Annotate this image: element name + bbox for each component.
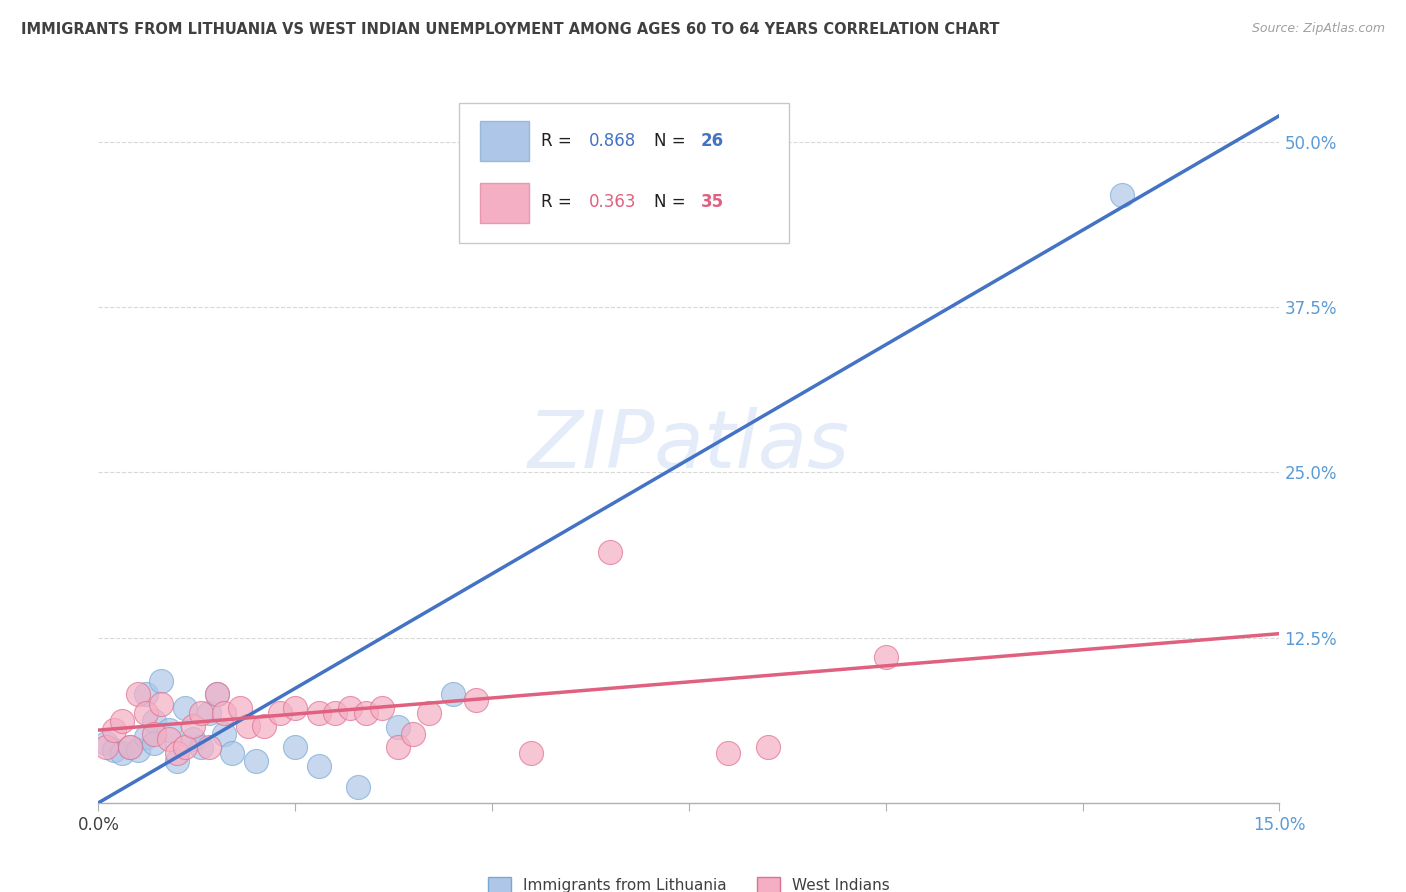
FancyBboxPatch shape (479, 183, 530, 223)
Point (174, 700, 197, 714)
Point (135, 706, 157, 720)
Point (150, 674, 173, 689)
FancyBboxPatch shape (458, 103, 789, 243)
Point (441, 688, 464, 702)
Point (166, 746, 188, 760)
Point (214, 727, 236, 741)
Point (253, 719, 276, 733)
Point (111, 714, 134, 728)
Text: R =: R = (541, 132, 578, 150)
Text: R =: R = (541, 193, 578, 211)
Legend: Immigrants from Lithuania, West Indians: Immigrants from Lithuania, West Indians (482, 871, 896, 892)
Text: N =: N = (654, 132, 690, 150)
Point (371, 700, 394, 714)
Point (96, 740, 118, 755)
Point (205, 688, 228, 702)
Point (339, 700, 361, 714)
Point (174, 740, 197, 755)
Point (118, 740, 141, 755)
Point (756, 740, 779, 755)
Point (103, 743, 125, 757)
Text: Source: ZipAtlas.com: Source: ZipAtlas.com (1251, 22, 1385, 36)
Point (157, 723, 180, 738)
Point (599, 545, 621, 559)
Point (181, 719, 204, 733)
Point (875, 650, 897, 665)
Text: ZIPatlas: ZIPatlas (527, 407, 851, 485)
Point (197, 740, 219, 755)
Point (127, 688, 149, 702)
Point (221, 746, 243, 760)
Point (520, 746, 543, 760)
Point (127, 743, 149, 757)
Point (157, 732, 180, 747)
Point (135, 688, 157, 702)
Text: IMMIGRANTS FROM LITHUANIA VS WEST INDIAN UNEMPLOYMENT AMONG AGES 60 TO 64 YEARS : IMMIGRANTS FROM LITHUANIA VS WEST INDIAN… (21, 22, 1000, 37)
Point (181, 732, 204, 747)
Point (236, 719, 259, 733)
Point (190, 740, 212, 755)
Point (96, 736, 118, 750)
Point (103, 723, 125, 738)
FancyBboxPatch shape (479, 120, 530, 161)
Point (245, 754, 267, 768)
Point (142, 736, 165, 750)
Text: N =: N = (654, 193, 690, 211)
Point (347, 780, 370, 794)
Point (205, 688, 228, 702)
Point (190, 706, 212, 720)
Point (308, 759, 330, 773)
Point (269, 706, 291, 720)
Point (229, 700, 252, 714)
Point (118, 740, 141, 755)
Point (284, 740, 307, 755)
Text: 0.363: 0.363 (589, 193, 636, 211)
Point (111, 746, 134, 760)
Point (308, 706, 330, 720)
Point (142, 727, 165, 741)
Point (142, 714, 165, 728)
Point (387, 740, 409, 755)
Text: 26: 26 (700, 132, 724, 150)
Point (150, 697, 173, 711)
Point (354, 706, 377, 720)
Point (197, 706, 219, 720)
Point (214, 706, 236, 720)
Point (284, 700, 307, 714)
Point (402, 727, 425, 741)
Point (418, 706, 440, 720)
Point (323, 706, 346, 720)
Point (717, 746, 740, 760)
Point (465, 692, 488, 706)
Text: 0.868: 0.868 (589, 132, 636, 150)
Point (1111, 188, 1133, 202)
Point (166, 754, 188, 768)
Point (387, 721, 409, 735)
Point (135, 730, 157, 744)
Text: 35: 35 (700, 193, 724, 211)
